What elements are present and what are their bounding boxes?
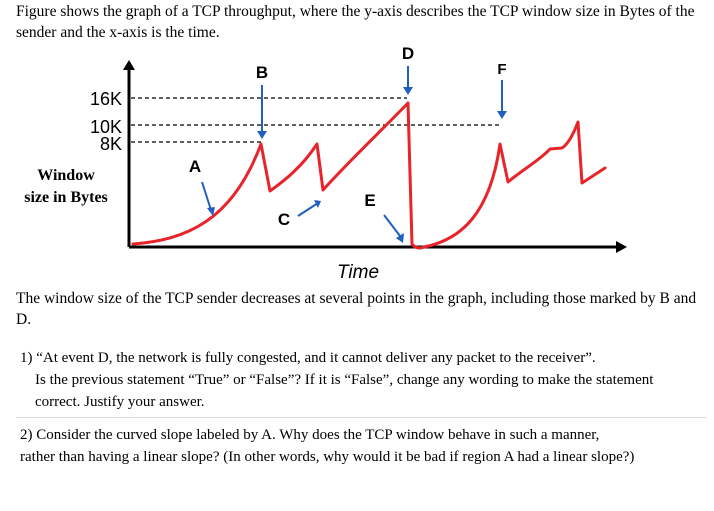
question-2-statement: 2) Consider the curved slope labeled by …: [20, 427, 600, 443]
question-2: 2) Consider the curved slope labeled by …: [20, 424, 700, 468]
y-axis-label-line2: size in Bytes: [24, 189, 108, 206]
marker-label-f: F: [497, 61, 506, 78]
marker-label-a: A: [189, 157, 201, 176]
arrow-a-shaft: [201, 181, 212, 211]
tick-label-10k: 10K: [90, 117, 122, 137]
x-axis-arrowhead: [616, 241, 627, 253]
question-1: 1) “At event D, the network is fully con…: [20, 347, 700, 413]
marker-label-b: B: [256, 63, 268, 82]
arrow-b-head: [257, 131, 267, 139]
intro-paragraph: Figure shows the graph of a TCP throughp…: [16, 3, 695, 41]
arrow-f-head: [497, 111, 507, 119]
arrow-c-shaft: [297, 202, 319, 217]
arrow-d-head: [403, 87, 413, 95]
tick-label-16k: 16K: [90, 89, 122, 109]
tcp-window-figure: 16K 10K 8K Window size in Bytes Time A B…: [24, 44, 627, 283]
arrow-e-shaft: [383, 214, 401, 237]
tcp-window-curve: [131, 101, 607, 250]
marker-label-d: D: [402, 44, 414, 63]
marker-label-e: E: [364, 191, 375, 210]
marker-label-c: C: [278, 210, 290, 229]
y-axis-arrowhead: [123, 60, 135, 70]
question-divider: [16, 417, 706, 418]
question-1-prompt: Is the previous statement “True” or “Fal…: [35, 372, 654, 410]
arrow-c-head: [314, 200, 321, 208]
arrow-e-head: [396, 233, 404, 243]
tick-label-8k: 8K: [100, 134, 122, 154]
x-axis-label: Time: [337, 262, 379, 283]
question-1-statement: 1) “At event D, the network is fully con…: [20, 350, 596, 366]
y-axis-label-line1: Window: [37, 167, 95, 184]
question-2-prompt: rather than having a linear slope? (In o…: [20, 449, 635, 465]
explanation-paragraph: The window size of the TCP sender decrea…: [16, 290, 697, 328]
arrow-a-head: [207, 207, 215, 216]
